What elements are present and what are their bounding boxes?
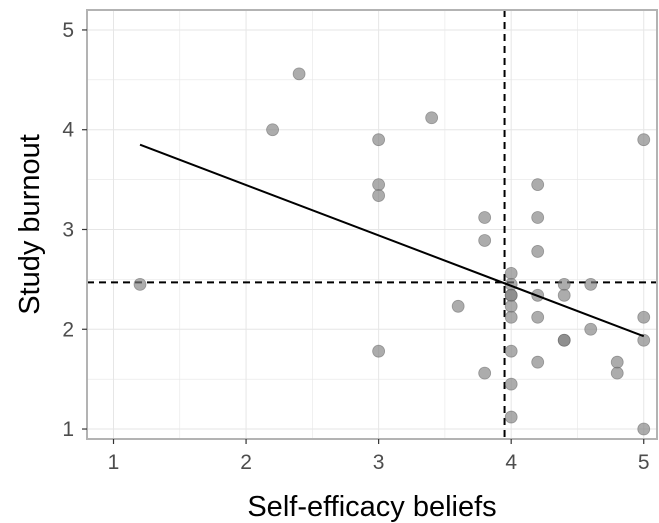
data-point xyxy=(637,422,651,436)
data-point xyxy=(451,299,465,313)
data-point xyxy=(504,344,518,358)
data-point xyxy=(637,333,651,347)
data-point xyxy=(610,355,624,369)
data-point xyxy=(372,133,386,147)
regression-line xyxy=(139,143,645,338)
reference-lines xyxy=(87,10,657,439)
data-point xyxy=(584,322,598,336)
data-point xyxy=(504,310,518,324)
y-tick-label: 1 xyxy=(62,418,74,441)
y-axis-title: Study burnout xyxy=(14,134,46,315)
data-point xyxy=(531,245,545,258)
data-point xyxy=(478,234,492,247)
data-point xyxy=(531,355,545,369)
data-point xyxy=(266,123,279,137)
data-point xyxy=(504,288,518,302)
data-points xyxy=(133,67,651,436)
x-axis-title: Self-efficacy beliefs xyxy=(247,491,496,523)
x-tick-label: 3 xyxy=(373,451,385,474)
data-point xyxy=(584,277,598,291)
data-point xyxy=(504,266,518,280)
data-point xyxy=(372,178,386,191)
data-point xyxy=(531,211,545,224)
data-point xyxy=(372,189,386,202)
data-point xyxy=(504,377,518,391)
data-point xyxy=(637,310,651,324)
y-tick-label: 2 xyxy=(62,318,74,341)
data-point xyxy=(372,344,386,358)
tick-labels: 1 2 3 4 5 1 2 3 4 5 xyxy=(62,19,649,474)
regression-line-group xyxy=(139,143,645,338)
x-tick-label: 1 xyxy=(108,451,120,474)
data-point xyxy=(557,277,571,291)
x-tick-label: 4 xyxy=(505,451,517,474)
data-point xyxy=(610,366,624,380)
data-point xyxy=(504,299,518,313)
x-tick-label: 5 xyxy=(638,451,650,474)
grid xyxy=(87,10,657,439)
data-point xyxy=(557,288,571,302)
data-point xyxy=(478,211,492,224)
panel-border xyxy=(86,9,658,440)
y-tick-label: 5 xyxy=(62,19,74,42)
y-tick-label: 3 xyxy=(62,218,74,241)
data-point xyxy=(133,277,147,291)
data-point xyxy=(531,310,545,324)
data-point xyxy=(557,333,571,347)
data-point xyxy=(637,133,651,147)
data-point xyxy=(504,410,518,424)
data-point xyxy=(425,111,439,125)
x-tick-label: 2 xyxy=(240,451,252,474)
data-point xyxy=(531,178,545,191)
y-tick-label: 4 xyxy=(62,119,74,142)
data-point xyxy=(292,67,306,81)
data-point xyxy=(478,366,492,380)
